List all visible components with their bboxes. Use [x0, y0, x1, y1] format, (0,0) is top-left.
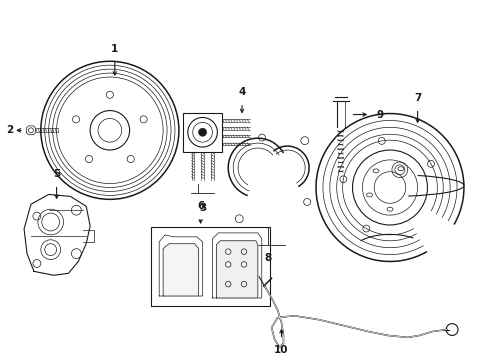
Text: 4: 4 — [238, 87, 245, 97]
Text: 8: 8 — [264, 253, 271, 262]
Text: 3: 3 — [199, 203, 206, 213]
Bar — [151, 227, 269, 306]
Text: 10: 10 — [274, 345, 288, 355]
Text: 7: 7 — [413, 93, 421, 103]
Text: 5: 5 — [53, 168, 60, 179]
Circle shape — [198, 128, 206, 136]
Polygon shape — [216, 241, 257, 298]
Text: 2: 2 — [6, 125, 13, 135]
Bar — [183, 113, 222, 152]
Text: 9: 9 — [375, 109, 383, 120]
Polygon shape — [163, 244, 198, 296]
Text: 1: 1 — [111, 44, 118, 54]
Text: 6: 6 — [197, 201, 204, 211]
